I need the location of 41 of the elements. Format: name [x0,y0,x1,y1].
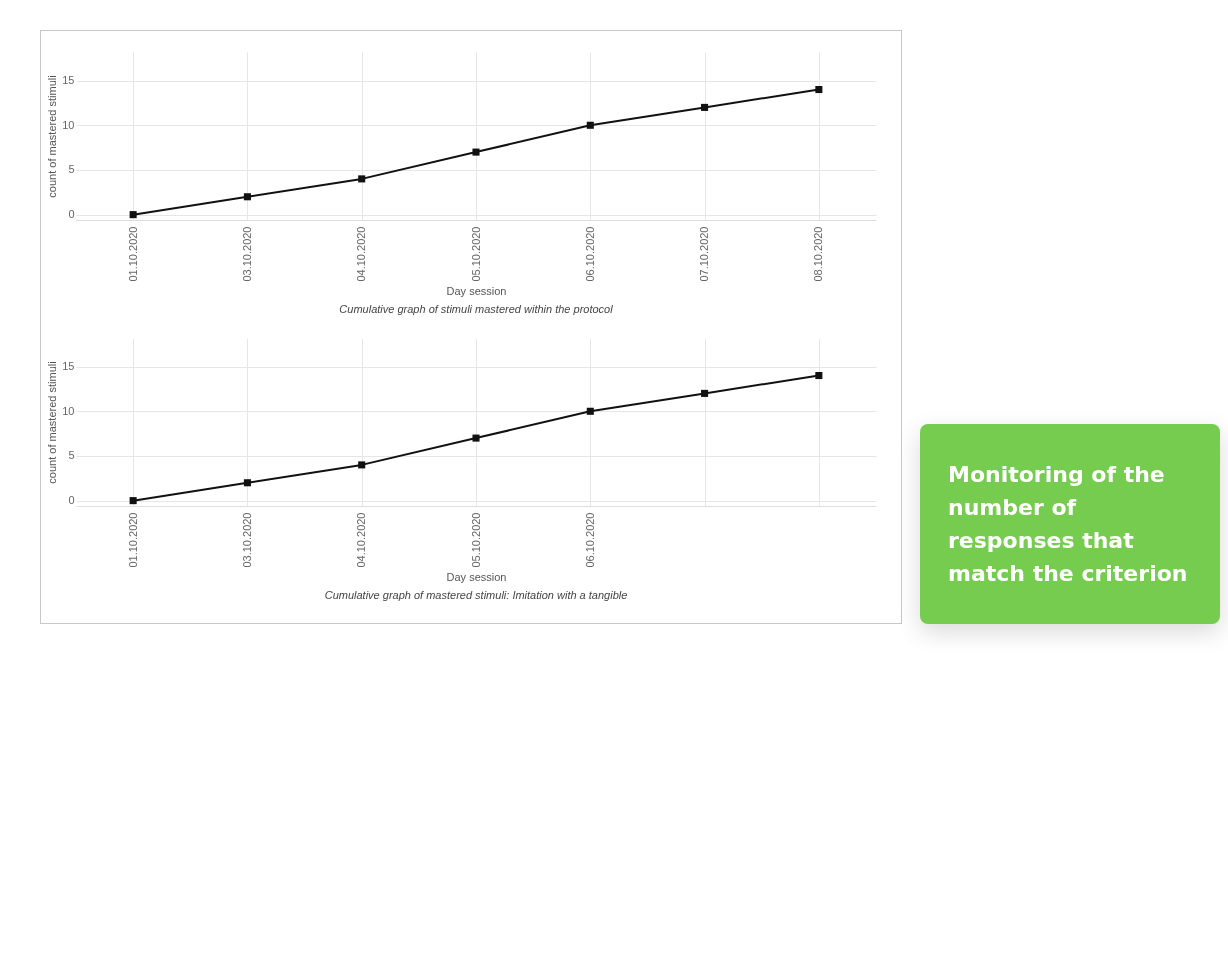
x-axis-title: Day session [446,570,507,583]
text: Monitoring of the number of responses that match the criterion [920,424,1220,624]
point [586,121,594,129]
point [129,211,137,219]
y-tick-label: 15 [62,360,75,373]
point [129,497,137,505]
y-axis-title: count of mastered stimuli [46,75,59,198]
point [243,193,251,201]
y-tick-label: 10 [62,118,75,131]
y-tick-label: 10 [62,404,75,417]
y-tick-label: 15 [62,74,75,87]
y-axis-title: count of mastered stimuli [46,361,59,484]
point [815,86,823,94]
x-tick-label: 07.10.2020 [698,226,711,282]
x-tick-label: 05.10.2020 [469,512,482,568]
x-tick-label: 08.10.2020 [812,226,825,282]
x-tick-label: 06.10.2020 [583,512,596,568]
x-tick-label: 04.10.2020 [355,512,368,568]
point [358,461,366,469]
y-tick-label: 5 [68,163,75,176]
point [243,479,251,487]
text: Cumulative graph of stimuli mastered within the protocol [339,303,614,316]
point [815,372,823,380]
point [472,148,480,156]
x-tick-label: 03.10.2020 [240,226,253,282]
x-tick-label: 01.10.2020 [126,512,139,568]
x-tick-label: 05.10.2020 [469,226,482,282]
text: Cumulative graph of mastered stimuli: Imitation with a tangible [324,589,628,602]
point [472,434,480,442]
point [701,103,709,111]
point [701,389,709,397]
point [358,175,366,183]
x-tick-label: 01.10.2020 [126,226,139,282]
point [586,407,594,415]
x-tick-label: 03.10.2020 [240,512,253,568]
y-tick-label: 0 [68,208,75,221]
y-tick-label: 0 [68,494,75,507]
x-axis-title: Day session [446,284,507,297]
y-tick-label: 5 [68,449,75,462]
x-tick-label: 04.10.2020 [355,226,368,282]
x-tick-label: 06.10.2020 [583,226,596,282]
